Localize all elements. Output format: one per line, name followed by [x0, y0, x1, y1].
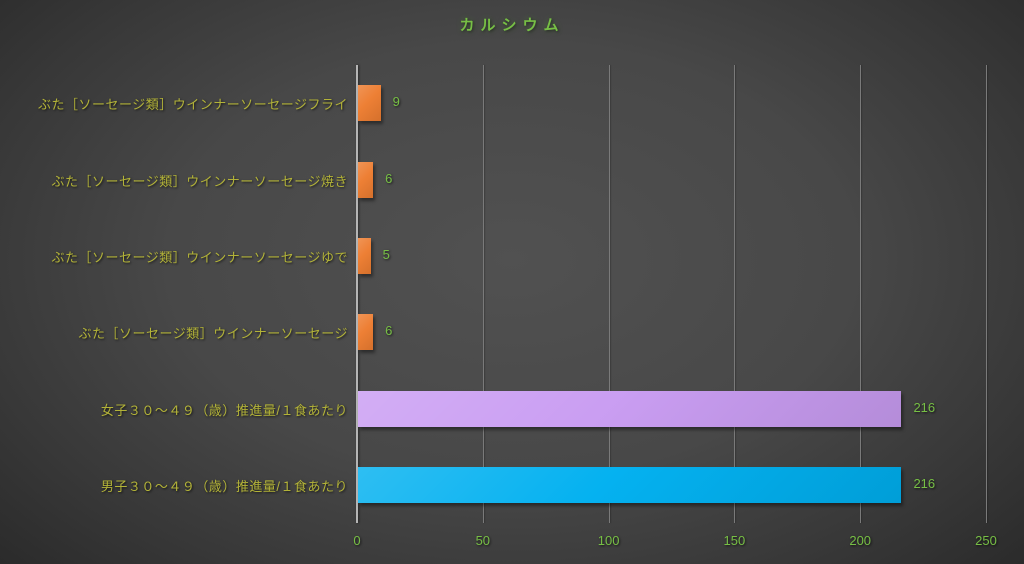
- x-axis-tick-label: 50: [475, 533, 491, 548]
- gridline: [734, 65, 736, 523]
- gridline: [986, 65, 987, 523]
- chart-title: カルシウム: [459, 17, 565, 34]
- data-label: 9: [392, 94, 400, 110]
- bar: [358, 314, 374, 351]
- category-label: ぶた［ソーセージ類］ウインナーソーセージゆで: [51, 249, 348, 265]
- bar: [358, 466, 902, 503]
- category-label: ぶた［ソーセージ類］ウインナーソーセージ: [78, 326, 348, 342]
- gridline: [482, 65, 484, 523]
- data-label: 6: [385, 323, 393, 339]
- bar: [358, 390, 902, 427]
- category-label: ぶた［ソーセージ類］ウインナーソーセージフライ: [38, 97, 348, 113]
- data-label: 6: [385, 170, 393, 186]
- category-label: ぶた［ソーセージ類］ウインナーソーセージ焼き: [51, 173, 348, 189]
- data-label: 216: [913, 475, 936, 491]
- bar: [358, 161, 374, 198]
- bar: [358, 85, 381, 122]
- x-axis-tick-label: 150: [723, 533, 746, 548]
- category-label: 女子３０～４９（歳）推進量/１食あたり: [100, 402, 348, 418]
- x-axis-tick-label: 0: [353, 533, 361, 548]
- data-label: 216: [913, 399, 936, 415]
- gridline: [608, 65, 610, 523]
- data-label: 5: [382, 246, 390, 262]
- x-axis-tick-label: 200: [849, 533, 872, 548]
- category-label: 男子３０～４９（歳）推進量/１食あたり: [100, 478, 348, 494]
- value-axis-line: [356, 65, 358, 523]
- gridline: [860, 65, 862, 523]
- x-axis-tick-label: 100: [597, 533, 620, 548]
- bar: [358, 237, 371, 274]
- x-axis-tick-label: 250: [975, 533, 997, 548]
